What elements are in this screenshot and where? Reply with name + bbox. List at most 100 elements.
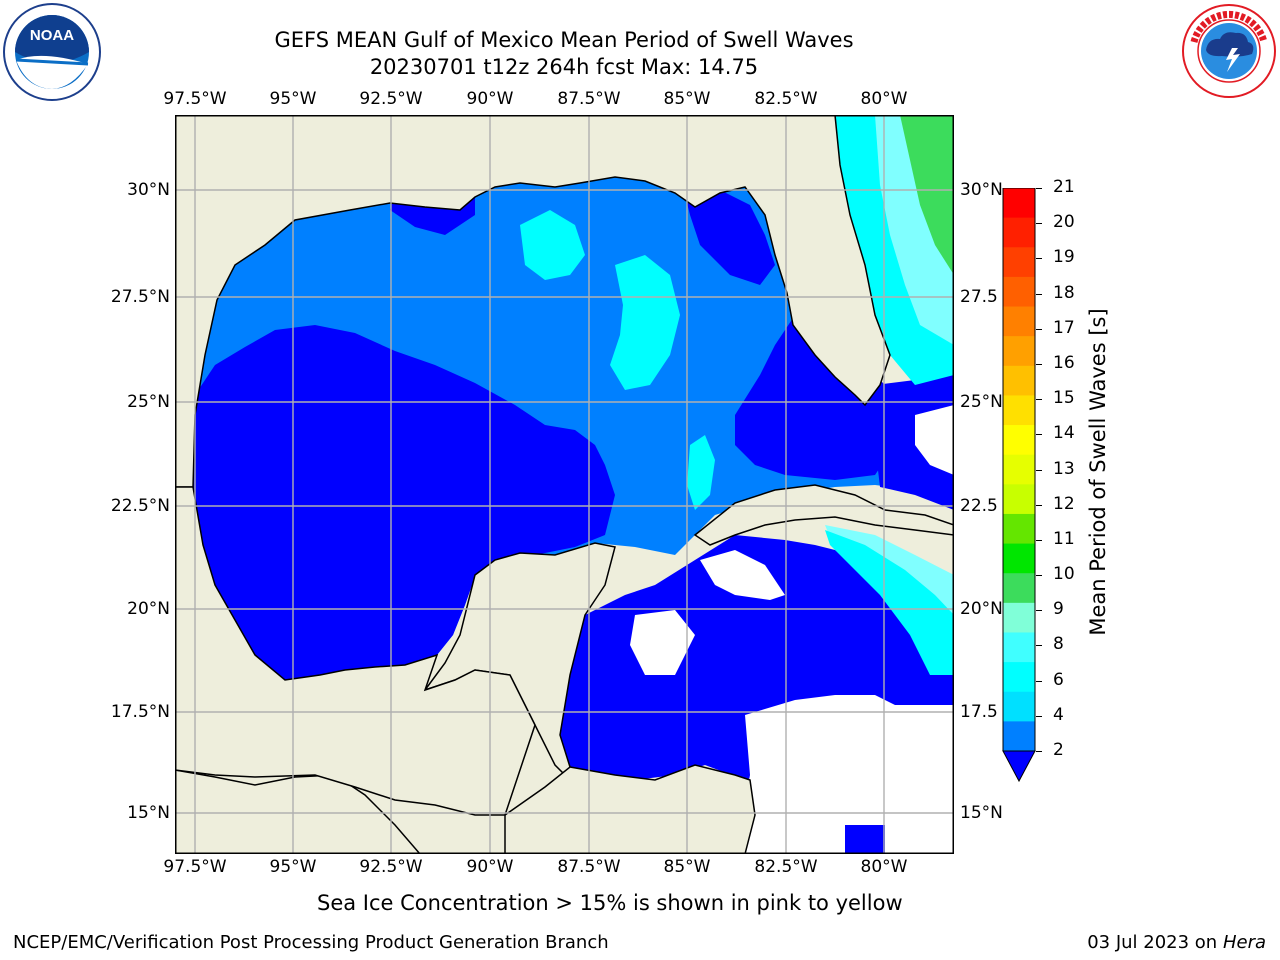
- colorbar-tick-mark: [1036, 293, 1042, 295]
- lat-label-right: 27.5: [960, 287, 998, 307]
- colorbar-tick-label: 19: [1053, 247, 1075, 268]
- lon-label-bottom: 95°W: [269, 857, 317, 877]
- colorbar-frame: [1002, 187, 1036, 752]
- colorbar-tick-mark: [1036, 469, 1042, 471]
- colorbar-tick-label: 11: [1053, 528, 1075, 549]
- no-data-region: [700, 550, 785, 600]
- lon-label-top: 90°W: [466, 89, 514, 109]
- colorbar-swatch: [1003, 425, 1035, 456]
- colorbar-tick-label: 18: [1053, 282, 1075, 303]
- chart-subtitle: 20230701 t12z 264h fcst Max: 14.75: [369, 55, 759, 79]
- colorbar-tick-label: 9: [1053, 599, 1064, 620]
- lon-label-bottom: 97.5°W: [163, 857, 227, 877]
- colorbar-tick-mark: [1036, 715, 1042, 717]
- colorbar-title: Mean Period of Swell Waves [s]: [1086, 308, 1110, 636]
- lat-label-right: 25°N: [960, 392, 1003, 412]
- lat-label-left: 30°N: [127, 180, 170, 200]
- colorbar-swatch: [1003, 217, 1035, 248]
- colorbar-tick-mark: [1036, 610, 1042, 612]
- colorbar-tick-label: 20: [1053, 212, 1075, 233]
- colorbar-tick-mark: [1036, 751, 1042, 752]
- no-data-region: [915, 405, 954, 475]
- lon-label-top: 85°W: [663, 89, 711, 109]
- colorbar-tick-mark: [1036, 645, 1042, 647]
- colorbar-tick-label: 14: [1053, 423, 1075, 444]
- colorbar-tick-label: 8: [1053, 634, 1064, 655]
- noaa-logo: NOAA: [2, 2, 102, 102]
- colorbar-swatch: [1003, 721, 1035, 752]
- colorbar-tick-mark: [1036, 575, 1042, 577]
- lat-label-left: 17.5°N: [110, 702, 170, 722]
- colorbar-swatch: [1003, 662, 1035, 693]
- colorbar-swatch: [1003, 454, 1035, 485]
- footer-host: Hera: [1222, 932, 1266, 953]
- colorbar-swatch: [1003, 306, 1035, 337]
- chart-title: GEFS MEAN Gulf of Mexico Mean Period of …: [274, 28, 854, 52]
- colorbar-tick-mark: [1036, 504, 1042, 506]
- lat-label-left: 20°N: [127, 599, 170, 619]
- graticule: [175, 115, 954, 854]
- colorbar-tick-label: 12: [1053, 493, 1075, 514]
- lon-label-top: 92.5°W: [359, 89, 423, 109]
- cyan-patch: [610, 255, 680, 390]
- no-data-region: [630, 610, 695, 675]
- colorbar-swatch: [1003, 602, 1035, 634]
- colorbar-tick-label: 15: [1053, 388, 1075, 409]
- caribbean-cyan: [825, 530, 954, 675]
- colorbar-tick-mark: [1036, 363, 1042, 365]
- gulf-ocean-deep: [735, 315, 895, 480]
- gulf-ocean-deep: [685, 190, 775, 285]
- lat-label-right: 30°N: [960, 180, 1003, 200]
- lat-label-right: 20°N: [960, 599, 1003, 619]
- footer-date-text: 03 Jul 2023 on: [1087, 932, 1223, 953]
- gulf-ocean-deep: [193, 325, 615, 680]
- sea-ice-note: Sea Ice Concentration > 15% is shown in …: [317, 891, 903, 915]
- lat-label-left: 15°N: [127, 803, 170, 823]
- no-data-region: [735, 695, 954, 854]
- map-panel: [175, 115, 954, 854]
- lat-label-right: 22.5: [960, 496, 998, 516]
- lat-label-left: 27.5°N: [110, 287, 170, 307]
- colorbar-tick-mark: [1036, 328, 1042, 330]
- colorbar-swatch: [1003, 691, 1035, 722]
- lon-label-bottom: 92.5°W: [359, 857, 423, 877]
- colorbar-tick-mark: [1036, 223, 1042, 225]
- colorbar-extend-arrow: [1002, 750, 1036, 783]
- colorbar-tick-mark: [1036, 680, 1042, 682]
- colorbar-tick-mark: [1036, 188, 1042, 189]
- gulf-ocean-deep: [875, 373, 954, 510]
- lat-label-right: 17.5: [960, 702, 998, 722]
- lon-label-top: 95°W: [269, 89, 317, 109]
- colorbar-swatch: [1003, 336, 1035, 367]
- colorbar-tick-label: 2: [1053, 740, 1064, 760]
- footer-date: 03 Jul 2023 on Hera: [1087, 932, 1266, 953]
- lon-label-bottom: 82.5°W: [754, 857, 818, 877]
- atlantic-green: [900, 115, 954, 275]
- colorbar-swatch: [1003, 276, 1035, 308]
- colorbar-tick-label: 4: [1053, 704, 1064, 725]
- lon-label-bottom: 80°W: [860, 857, 908, 877]
- colorbar-tick-mark: [1036, 258, 1042, 260]
- lon-label-top: 80°W: [860, 89, 908, 109]
- colorbar-swatch: [1003, 247, 1035, 278]
- colorbar-tick-mark: [1036, 434, 1042, 436]
- colorbar-tick-label: 10: [1053, 564, 1075, 585]
- colorbar-tick-mark: [1036, 399, 1042, 401]
- colorbar-tick-label: 17: [1053, 317, 1075, 338]
- colorbar-swatch: [1003, 395, 1035, 426]
- cyan-patch: [520, 210, 585, 280]
- colorbar-swatch: [1003, 632, 1035, 663]
- land-cuba: [693, 484, 954, 546]
- cyan-patch: [687, 435, 715, 510]
- lat-label-right: 15°N: [960, 803, 1003, 823]
- lon-label-top: 97.5°W: [163, 89, 227, 109]
- lon-label-top: 82.5°W: [754, 89, 818, 109]
- svg-text:NOAA: NOAA: [30, 27, 74, 44]
- colorbar: [1002, 187, 1036, 783]
- colorbar-tick-mark: [1036, 539, 1042, 541]
- map-frame: [175, 115, 954, 854]
- lat-label-left: 22.5°N: [110, 496, 170, 516]
- colorbar-swatch: [1003, 365, 1035, 397]
- colorbar-tick-label: 21: [1053, 177, 1075, 197]
- colorbar-swatch: [1003, 513, 1035, 545]
